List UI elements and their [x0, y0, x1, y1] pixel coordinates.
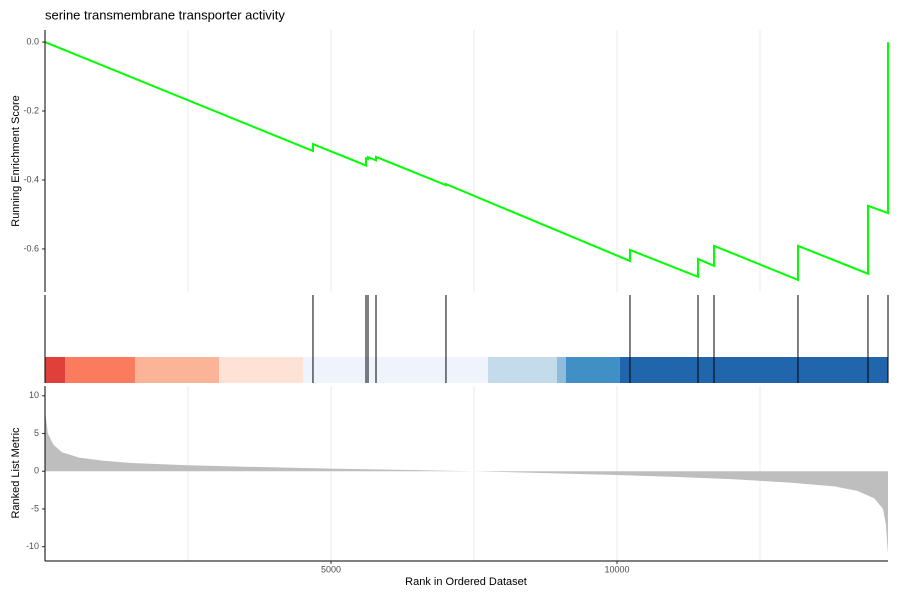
rank-band: [134, 357, 219, 383]
y-tick-label: 10: [29, 390, 39, 400]
rank-band: [45, 357, 66, 383]
rank-band: [619, 357, 888, 383]
rank-band: [218, 357, 303, 383]
rank-band: [488, 357, 557, 383]
x-axis-label: Rank in Ordered Dataset: [405, 576, 527, 588]
y-tick-label: -10: [26, 541, 39, 551]
x-tick-label: 10000: [604, 564, 629, 574]
x-tick-label: 5000: [321, 564, 341, 574]
y-tick-label: 5: [34, 428, 39, 438]
rank-band: [65, 357, 135, 383]
chart-title: serine transmembrane transporter activit…: [45, 7, 285, 22]
metric-area: [45, 410, 888, 555]
enrichment-line: [44, 41, 889, 282]
rank-band: [556, 357, 566, 383]
rank-band: [565, 357, 620, 383]
y-axis-label: Ranked List Metric: [10, 427, 22, 519]
y-tick-label: 0: [34, 466, 39, 476]
y-axis-label: Running Enrichment Score: [10, 95, 22, 226]
y-tick-label: -0.6: [23, 243, 39, 253]
y-tick-label: -5: [31, 503, 39, 513]
y-tick-label: -0.4: [23, 174, 39, 184]
rank-band: [302, 357, 489, 383]
y-tick-label: -0.2: [23, 105, 39, 115]
y-tick-label: 0.0: [26, 36, 39, 46]
